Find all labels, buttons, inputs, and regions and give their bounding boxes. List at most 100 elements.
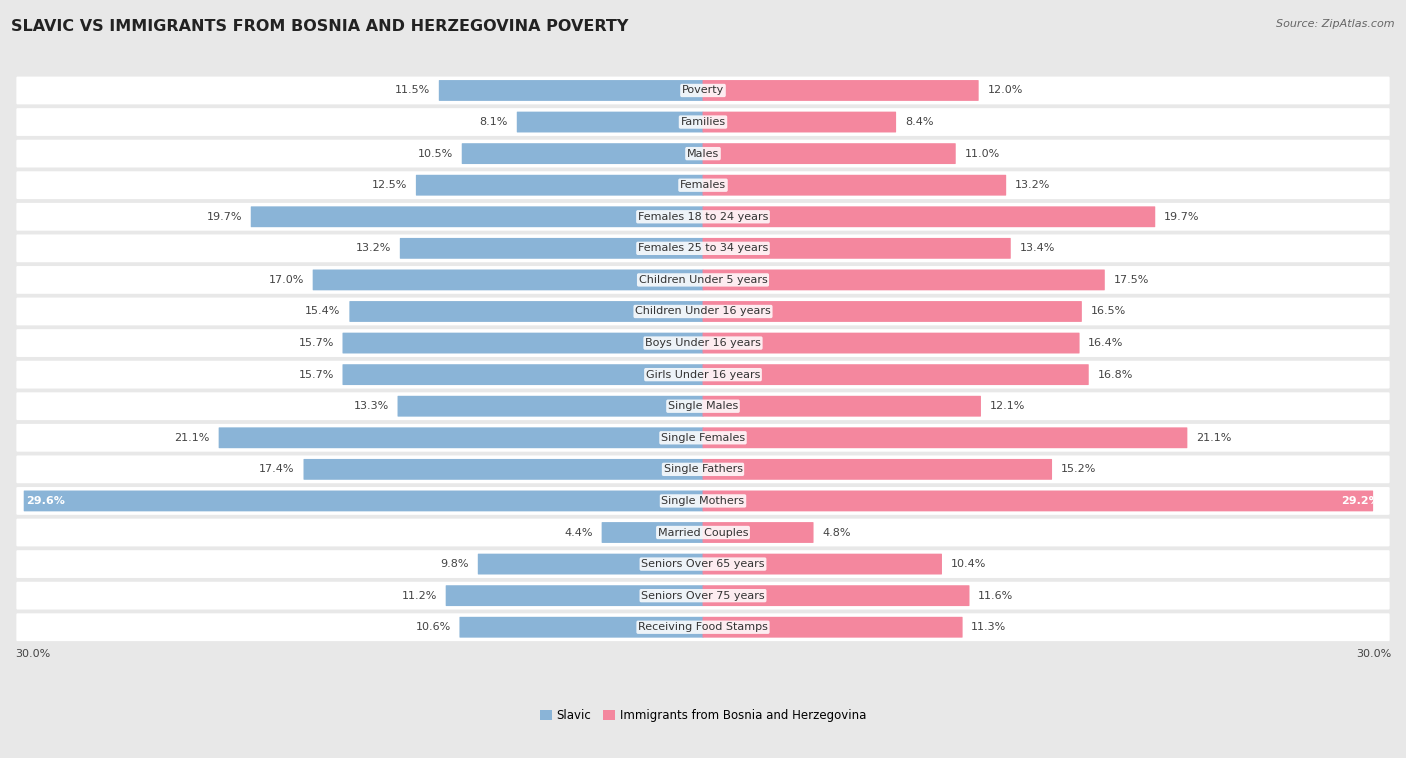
FancyBboxPatch shape	[24, 490, 703, 512]
FancyBboxPatch shape	[703, 396, 981, 417]
FancyBboxPatch shape	[349, 301, 703, 322]
Text: Poverty: Poverty	[682, 86, 724, 96]
Text: Receiving Food Stamps: Receiving Food Stamps	[638, 622, 768, 632]
FancyBboxPatch shape	[312, 270, 703, 290]
FancyBboxPatch shape	[17, 108, 1389, 136]
FancyBboxPatch shape	[703, 80, 979, 101]
FancyBboxPatch shape	[17, 298, 1389, 325]
Text: 21.1%: 21.1%	[1197, 433, 1232, 443]
Text: 12.1%: 12.1%	[990, 401, 1025, 411]
Text: 29.2%: 29.2%	[1341, 496, 1379, 506]
Text: 15.4%: 15.4%	[305, 306, 340, 317]
Text: 10.4%: 10.4%	[950, 559, 986, 569]
FancyBboxPatch shape	[446, 585, 703, 606]
FancyBboxPatch shape	[17, 424, 1389, 452]
FancyBboxPatch shape	[703, 270, 1105, 290]
Text: 17.0%: 17.0%	[269, 275, 304, 285]
Text: Males: Males	[688, 149, 718, 158]
Text: 16.5%: 16.5%	[1091, 306, 1126, 317]
Text: 15.7%: 15.7%	[298, 370, 333, 380]
FancyBboxPatch shape	[703, 143, 956, 164]
FancyBboxPatch shape	[703, 111, 896, 133]
Text: 4.8%: 4.8%	[823, 528, 851, 537]
FancyBboxPatch shape	[602, 522, 703, 543]
Text: 11.2%: 11.2%	[402, 590, 437, 600]
FancyBboxPatch shape	[703, 585, 970, 606]
FancyBboxPatch shape	[416, 175, 703, 196]
Text: 21.1%: 21.1%	[174, 433, 209, 443]
Text: Females 25 to 34 years: Females 25 to 34 years	[638, 243, 768, 253]
Text: 12.0%: 12.0%	[987, 86, 1022, 96]
Text: 12.5%: 12.5%	[371, 180, 408, 190]
Text: Boys Under 16 years: Boys Under 16 years	[645, 338, 761, 348]
Text: 11.6%: 11.6%	[979, 590, 1014, 600]
FancyBboxPatch shape	[17, 393, 1389, 420]
Text: 30.0%: 30.0%	[15, 649, 51, 659]
FancyBboxPatch shape	[17, 329, 1389, 357]
Text: Source: ZipAtlas.com: Source: ZipAtlas.com	[1277, 19, 1395, 29]
FancyBboxPatch shape	[703, 428, 1187, 448]
Text: Children Under 16 years: Children Under 16 years	[636, 306, 770, 317]
FancyBboxPatch shape	[478, 553, 703, 575]
Text: 19.7%: 19.7%	[1164, 211, 1199, 222]
FancyBboxPatch shape	[219, 428, 703, 448]
FancyBboxPatch shape	[17, 518, 1389, 547]
Text: Single Males: Single Males	[668, 401, 738, 411]
FancyBboxPatch shape	[703, 522, 814, 543]
FancyBboxPatch shape	[17, 550, 1389, 578]
Legend: Slavic, Immigrants from Bosnia and Herzegovina: Slavic, Immigrants from Bosnia and Herze…	[540, 709, 866, 722]
FancyBboxPatch shape	[517, 111, 703, 133]
FancyBboxPatch shape	[17, 266, 1389, 294]
FancyBboxPatch shape	[398, 396, 703, 417]
Text: Single Mothers: Single Mothers	[661, 496, 745, 506]
FancyBboxPatch shape	[17, 487, 1389, 515]
Text: 13.3%: 13.3%	[353, 401, 389, 411]
FancyBboxPatch shape	[17, 456, 1389, 484]
Text: 30.0%: 30.0%	[1355, 649, 1391, 659]
Text: 15.2%: 15.2%	[1060, 465, 1097, 475]
FancyBboxPatch shape	[17, 613, 1389, 641]
FancyBboxPatch shape	[343, 365, 703, 385]
FancyBboxPatch shape	[17, 361, 1389, 389]
FancyBboxPatch shape	[703, 490, 1374, 512]
FancyBboxPatch shape	[17, 234, 1389, 262]
Text: 29.6%: 29.6%	[27, 496, 65, 506]
FancyBboxPatch shape	[17, 203, 1389, 230]
Text: Girls Under 16 years: Girls Under 16 years	[645, 370, 761, 380]
FancyBboxPatch shape	[304, 459, 703, 480]
Text: 8.4%: 8.4%	[905, 117, 934, 127]
Text: Single Females: Single Females	[661, 433, 745, 443]
FancyBboxPatch shape	[703, 301, 1081, 322]
FancyBboxPatch shape	[343, 333, 703, 353]
Text: 16.8%: 16.8%	[1098, 370, 1133, 380]
Text: 9.8%: 9.8%	[440, 559, 470, 569]
Text: 4.4%: 4.4%	[564, 528, 593, 537]
Text: 10.6%: 10.6%	[416, 622, 451, 632]
FancyBboxPatch shape	[703, 206, 1156, 227]
FancyBboxPatch shape	[703, 617, 963, 637]
Text: Seniors Over 75 years: Seniors Over 75 years	[641, 590, 765, 600]
FancyBboxPatch shape	[250, 206, 703, 227]
FancyBboxPatch shape	[703, 333, 1080, 353]
Text: Single Fathers: Single Fathers	[664, 465, 742, 475]
FancyBboxPatch shape	[17, 581, 1389, 609]
Text: Seniors Over 65 years: Seniors Over 65 years	[641, 559, 765, 569]
Text: 8.1%: 8.1%	[479, 117, 508, 127]
Text: 10.5%: 10.5%	[418, 149, 453, 158]
Text: 11.3%: 11.3%	[972, 622, 1007, 632]
FancyBboxPatch shape	[439, 80, 703, 101]
Text: 11.5%: 11.5%	[395, 86, 430, 96]
Text: 13.2%: 13.2%	[356, 243, 391, 253]
Text: 16.4%: 16.4%	[1088, 338, 1123, 348]
FancyBboxPatch shape	[17, 77, 1389, 105]
FancyBboxPatch shape	[703, 238, 1011, 258]
Text: Females: Females	[681, 180, 725, 190]
Text: 11.0%: 11.0%	[965, 149, 1000, 158]
Text: 17.4%: 17.4%	[259, 465, 295, 475]
FancyBboxPatch shape	[460, 617, 703, 637]
FancyBboxPatch shape	[703, 553, 942, 575]
Text: Children Under 5 years: Children Under 5 years	[638, 275, 768, 285]
Text: 19.7%: 19.7%	[207, 211, 242, 222]
FancyBboxPatch shape	[703, 175, 1007, 196]
Text: Families: Families	[681, 117, 725, 127]
